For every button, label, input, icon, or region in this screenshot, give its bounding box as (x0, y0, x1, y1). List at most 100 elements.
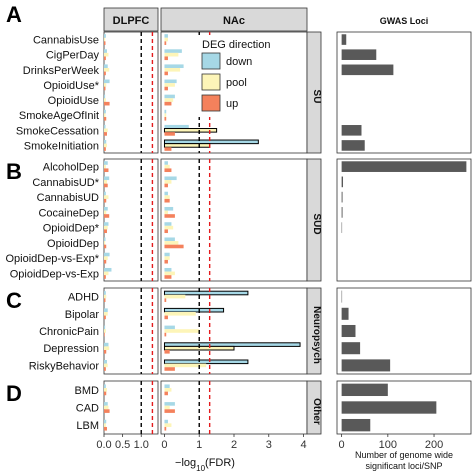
nac-bar-up (164, 409, 175, 413)
gwas-bar (341, 401, 437, 414)
gwas-bar (341, 324, 356, 338)
frame-dlpfc-B (103, 158, 159, 282)
legend-label-pool: pool (226, 77, 247, 89)
dlpfc-bar-up (104, 198, 107, 203)
dlpfc-bar-pool (104, 210, 107, 215)
dlpfc-bar-pool (104, 128, 108, 133)
dlpfc-bar-up (104, 101, 110, 106)
nac-bar-down (164, 161, 168, 165)
dlpfc-bar-down (104, 267, 112, 272)
frame-nac-B (160, 158, 308, 282)
nac-bar-pool (164, 241, 179, 245)
gwas-bar (341, 359, 391, 372)
frame-dlpfc-A (103, 31, 159, 154)
nac-bar-up (164, 332, 167, 337)
dlpfc-bar-down (104, 206, 108, 211)
dlpfc-bar-down (104, 419, 107, 424)
nac-bar-down (164, 79, 177, 84)
tick-label-dlpfc: 0.5 (115, 439, 130, 451)
dlpfc-bar-pool (104, 195, 109, 199)
frame-gwas-B (336, 158, 472, 282)
dlpfc-bar-pool (104, 388, 107, 392)
group-strip-SU (306, 31, 322, 154)
trait-label: OpioidUse (48, 95, 99, 107)
dlpfc-bar-down (104, 176, 110, 181)
dlpfc-bar-pool (104, 271, 109, 276)
trait-label: OpioidDep* (43, 223, 100, 235)
tick-label-gwas: 100 (379, 439, 397, 451)
dlpfc-bar-pool (104, 68, 110, 72)
nac-bar-pool (164, 363, 207, 368)
dlpfc-bar-down (104, 124, 106, 129)
dlpfc-bar-up (104, 86, 106, 91)
dlpfc-bar-down (104, 384, 106, 389)
dlpfc-bar-down (104, 360, 107, 364)
trait-label: CannabisUD (37, 192, 99, 204)
trait-label: Depression (43, 343, 99, 355)
dlpfc-bar-pool (104, 83, 107, 87)
dlpfc-bar-pool (104, 52, 109, 57)
group-label-SUD: SUD (311, 213, 322, 234)
tick-label-gwas: 200 (425, 439, 443, 451)
panel-letter-D: D (6, 381, 22, 406)
trait-label: ADHD (68, 292, 99, 304)
nac-bar-pool (164, 180, 172, 184)
dlpfc-bar-up (104, 332, 105, 337)
nac-bar-pool (164, 113, 167, 117)
gwas-axis-label-2: significant loci/SNP (365, 461, 442, 471)
trait-label: SmokeInitiation (24, 140, 99, 152)
frame-nac-D (160, 380, 308, 435)
gwas-bar (341, 383, 388, 397)
group-strip-Other (306, 380, 322, 435)
nac-bar-down (164, 419, 168, 424)
nac-bar-up (164, 147, 172, 151)
frame-dlpfc-D (103, 380, 159, 435)
gwas-bar (341, 125, 362, 136)
nac-bar-down (164, 64, 184, 69)
dlpfc-bar-up (104, 168, 109, 173)
nac-bar-pool (164, 210, 168, 215)
trait-label: OpioidUse* (43, 80, 99, 92)
strip-dlpfc (103, 7, 159, 32)
dlpfc-bar-down (104, 79, 110, 84)
dlpfc-bar-pool (104, 329, 106, 333)
trait-label: OpioidDep-vs-Exp* (5, 253, 99, 265)
nac-bar-pool (164, 329, 200, 333)
tick-label-nac: 4 (300, 439, 306, 451)
nac-bar-down (164, 109, 167, 114)
nac-bar-up (164, 168, 172, 173)
nac-bar-up (164, 229, 168, 234)
tick-label-gwas: 0 (339, 439, 345, 451)
dlpfc-bar-pool (104, 225, 108, 230)
dlpfc-bar-pool (104, 256, 108, 260)
trait-label: SmokeAgeOfInit (19, 110, 99, 122)
tick-label-nac: 0 (161, 439, 167, 451)
nac-bar-pool (164, 405, 170, 410)
dlpfc-bar-up (104, 244, 107, 249)
gwas-bar (341, 64, 394, 76)
dlpfc-bar-up (104, 409, 110, 413)
legend-label-down: down (226, 56, 252, 68)
tick-label-nac: 2 (231, 439, 237, 451)
group-label-SU: SU (311, 90, 322, 104)
gwas-bar (341, 342, 361, 355)
panel-letters: A B C D (6, 2, 22, 406)
nac-bar-up (164, 367, 175, 371)
nac-bar-pool (164, 83, 175, 87)
trait-label: RiskyBehavior (29, 360, 100, 372)
nac-bar-up (164, 101, 172, 106)
nac-bar-pool (164, 68, 181, 72)
nac-bar-down (164, 176, 177, 181)
nac-bar-pool (163, 128, 218, 133)
dlpfc-bar-pool (104, 241, 106, 245)
dlpfc-bar-down (104, 402, 108, 406)
dlpfc-bar-down (104, 109, 106, 114)
strip-label-nac: NAc (223, 15, 245, 27)
gwas-bar (341, 307, 349, 320)
legend-title: DEG direction (202, 39, 270, 51)
dlpfc-bar-down (104, 49, 107, 53)
column-strips: DLPFC NAc GWAS Loci (103, 7, 428, 32)
trait-label: SmokeCessation (16, 125, 99, 137)
nac-bar-pool (164, 52, 179, 57)
